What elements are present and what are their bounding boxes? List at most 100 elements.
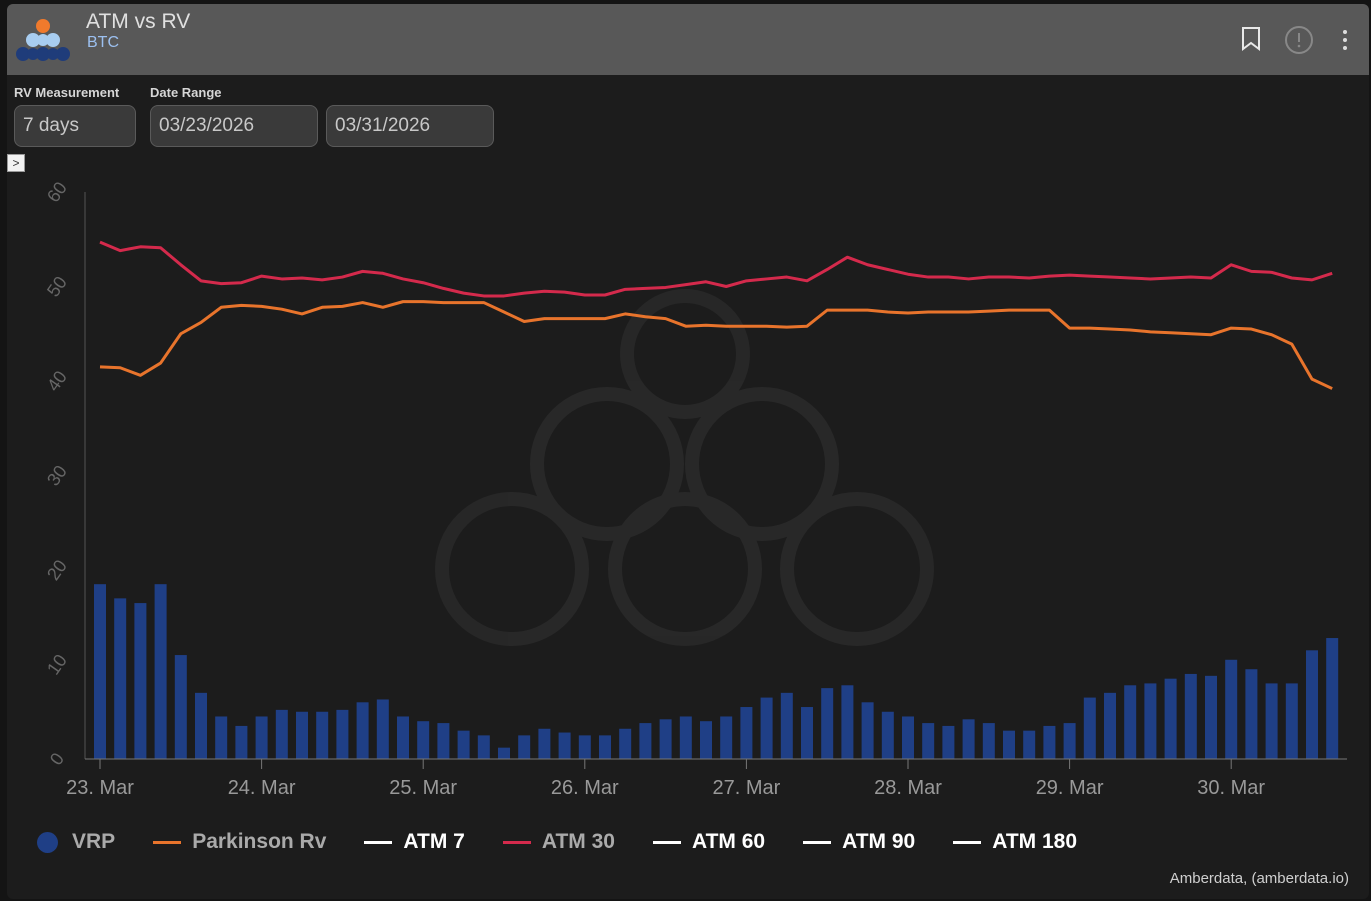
vrp-bar [457,730,470,759]
legend-label: ATM 60 [691,830,766,853]
vrp-bar [740,707,753,759]
legend-item-atm-7[interactable]: ATM 7 [364,830,465,854]
watermark-logo-icon [435,289,934,646]
vrp-bar [1023,730,1036,759]
y-tick-label: 10 [43,651,71,679]
vrp-bar [94,584,106,759]
date-to-input[interactable]: 03/31/2026 [326,105,494,147]
vrp-bar [1083,697,1096,759]
vrp-bar [255,716,268,759]
vrp-bar [720,716,733,759]
circle-marker-icon [37,831,58,853]
vrp-bar [417,721,430,759]
legend-item-atm-60[interactable]: ATM 60 [652,830,766,854]
legend-label: ATM 7 [403,830,465,853]
vrp-bar [962,719,975,759]
vrp-bar [195,692,207,759]
parkinson-rv-line[interactable] [99,300,1333,390]
vrp-bar [437,723,450,759]
legend-label: VRP [72,830,116,853]
vrp-bar [1285,683,1298,759]
vrp-bar [134,603,147,759]
vrp-bar [397,716,409,759]
vrp-bar [235,725,248,759]
line-marker-icon [803,840,832,844]
y-tick-label: 0 [46,749,68,769]
vrp-bar [861,702,874,759]
line-marker-icon [652,840,681,844]
legend-label: ATM 90 [842,830,916,853]
vrp-bar [1326,638,1339,759]
vrp-bar [1225,659,1238,759]
vrp-bar [1164,678,1177,759]
amberdata-logo-icon [16,19,70,61]
asset-subtitle: BTC [87,34,119,51]
vrp-bar [700,721,712,759]
vrp-bar [1306,650,1318,759]
chart-credit: Amberdata, (amberdata.io) [1169,870,1349,887]
bookmark-icon[interactable] [1240,26,1262,52]
legend-item-atm-90[interactable]: ATM 90 [803,830,915,854]
legend-item-parkinson-rv[interactable]: Parkinson Rv [153,830,326,854]
vrp-bar [376,699,389,759]
x-tick-label: 28. Mar [874,777,942,799]
vrp-bar [518,735,531,759]
vrp-bar [801,707,813,759]
vrp-bar [982,723,995,759]
x-tick-label: 26. Mar [551,777,619,799]
date-from-input[interactable]: 03/23/2026 [150,105,318,147]
vrp-bar [619,728,632,759]
y-tick-label: 30 [43,462,71,490]
line-marker-icon [153,840,182,844]
vrp-bar [1003,730,1015,759]
vrp-bar [1245,669,1258,759]
line-marker-icon [953,840,982,844]
vrp-bar [336,709,349,759]
y-tick-label: 50 [43,273,71,301]
legend-item-vrp[interactable]: VRP [37,830,115,854]
vrp-bar [275,709,288,759]
vrp-bar [841,685,854,759]
vrp-bar [356,702,369,759]
legend-item-atm-30[interactable]: ATM 30 [502,830,615,854]
vrp-bar [498,747,510,759]
vrp-bar [821,688,834,759]
line-marker-icon [502,840,531,844]
expand-panel-button[interactable]: > [7,154,25,172]
legend-label: ATM 180 [992,830,1078,853]
vrp-bar [1063,723,1076,759]
y-tick-label: 20 [43,556,71,584]
atm-30-line[interactable] [99,240,1333,298]
x-tick-label: 25. Mar [389,777,457,799]
vrp-bar [659,719,672,759]
chart-plot: 0 10 20 30 40 50 60 23. Mar 24. Mar 25. Mar 26. Ma… [43,178,1347,799]
legend-label: Parkinson Rv [192,830,327,853]
info-icon[interactable] [1284,25,1314,55]
chart-card: ATM vs RV BTC RV Measurement Date Range … [7,4,1369,899]
vrp-bar [1184,673,1197,759]
vrp-bar [1104,692,1116,759]
vrp-bar [679,716,692,759]
vrp-bar [296,711,308,759]
line-marker-icon [364,840,393,844]
more-vertical-icon[interactable] [1341,28,1349,52]
vrp-bar [174,655,187,759]
rv-measurement-label: RV Measurement [14,85,120,100]
vrp-bar [942,725,955,759]
vrp-bar [114,598,127,759]
vrp-bar [316,711,329,759]
x-tick-label: 30. Mar [1197,777,1265,799]
vrp-bar [780,692,793,759]
vrp-bar [1205,675,1217,759]
x-tick-label: 29. Mar [1036,777,1104,799]
vrp-bar [154,584,167,759]
y-tick-label: 60 [43,178,71,206]
vrp-bar [922,723,935,759]
vrp-bar [1265,683,1278,759]
vrp-bar [578,735,591,759]
legend-item-atm-180[interactable]: ATM 180 [953,830,1077,854]
rv-measurement-select[interactable]: 7 days [14,105,136,147]
x-tick-label: 24. Mar [228,777,296,799]
legend-label: ATM 30 [541,830,615,853]
vrp-bar [538,728,551,759]
